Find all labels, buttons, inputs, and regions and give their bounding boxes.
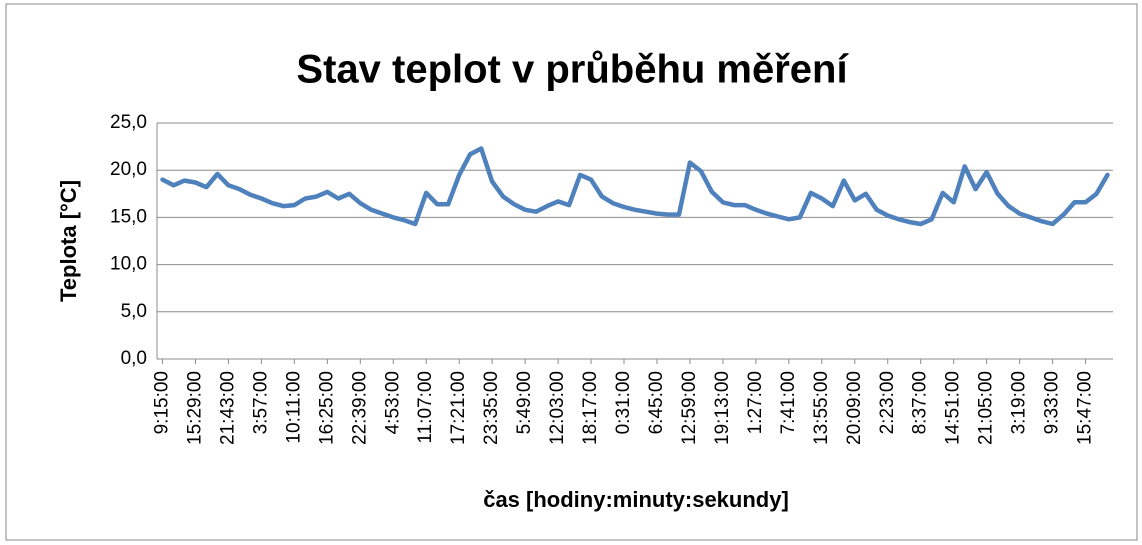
x-tick-label: 23:35:00: [481, 371, 502, 445]
x-tick-label: 8:37:00: [910, 371, 931, 434]
x-tick-label: 4:53:00: [382, 371, 403, 434]
x-tick-label: 18:17:00: [580, 371, 601, 445]
x-tick-label: 3:19:00: [1009, 371, 1030, 434]
y-axis-label: Teplota [°C]: [56, 180, 81, 302]
y-tick-label: 15,0: [110, 206, 147, 227]
x-tick-label: 9:15:00: [152, 371, 173, 434]
x-tick-label: 17:21:00: [448, 371, 469, 445]
x-tick-label: 22:39:00: [349, 371, 370, 445]
y-tick-label: 20,0: [110, 159, 147, 180]
x-tick-label: 5:49:00: [514, 371, 535, 434]
x-tick-label: 1:27:00: [745, 371, 766, 434]
x-tick-label: 14:51:00: [943, 371, 964, 445]
chart-border: [5, 3, 1138, 541]
x-tick-label: 9:33:00: [1042, 371, 1063, 434]
y-tick-label: 0,0: [121, 348, 147, 369]
x-tick-label: 15:47:00: [1075, 371, 1096, 445]
x-tick-label: 0:31:00: [613, 371, 634, 434]
y-tick-label: 10,0: [110, 254, 147, 275]
x-tick-label: 16:25:00: [316, 371, 337, 445]
y-tick-label: 5,0: [121, 301, 147, 322]
x-tick-label: 3:57:00: [250, 371, 271, 434]
x-tick-label: 13:55:00: [811, 371, 832, 445]
x-tick-label: 12:59:00: [679, 371, 700, 445]
y-tick-label: 25,0: [110, 112, 147, 133]
chart-title: Stav teplot v průběhu měření: [296, 48, 849, 92]
x-tick-label: 19:13:00: [712, 371, 733, 445]
x-tick-label: 7:41:00: [778, 371, 799, 434]
x-tick-label: 20:09:00: [844, 371, 865, 445]
x-tick-label: 11:07:00: [415, 371, 436, 444]
x-tick-label: 10:11:00: [283, 371, 304, 444]
x-tick-label: 21:43:00: [217, 371, 238, 445]
x-tick-label: 6:45:00: [646, 371, 667, 434]
x-tick-label: 2:23:00: [877, 371, 898, 434]
x-tick-label: 15:29:00: [184, 371, 205, 445]
x-tick-label: 21:05:00: [976, 371, 997, 445]
x-axis-label: čas [hodiny:minuty:sekundy]: [483, 487, 789, 512]
x-tick-label: 12:03:00: [547, 371, 568, 445]
data-line: [160, 146, 1110, 227]
